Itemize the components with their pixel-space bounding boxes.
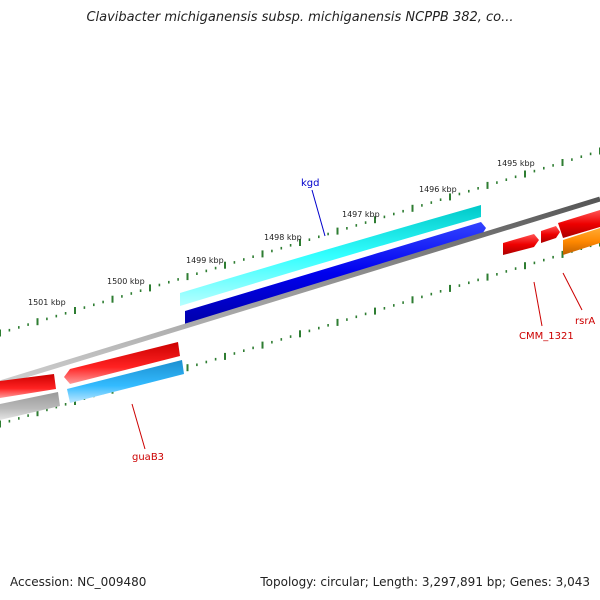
feature-guab3[interactable] xyxy=(67,360,184,403)
cmm-1321-leader-line xyxy=(533,281,543,327)
feature-kgd-cds[interactable] xyxy=(180,205,481,306)
scale-label-1500: 1500 kbp xyxy=(107,277,145,286)
genome-backbone xyxy=(0,196,600,386)
feature-red-left-2[interactable] xyxy=(64,342,180,384)
feature-kgd-gene[interactable] xyxy=(185,222,486,324)
forward-features xyxy=(180,205,600,324)
reverse-features xyxy=(0,342,184,420)
feature-rsra[interactable] xyxy=(541,226,560,243)
accession-text: Accession: NC_009480 xyxy=(10,575,147,589)
kgd-leader-line xyxy=(311,189,326,237)
feature-red-left-1[interactable] xyxy=(0,374,56,398)
gene-label-cmm-1321[interactable]: CMM_1321 xyxy=(519,331,574,342)
map-title: Clavibacter michiganensis subsp. michiga… xyxy=(86,10,514,25)
scale-labels: 1495 kbp 1496 kbp 1497 kbp 1498 kbp 1499… xyxy=(28,159,535,307)
feature-red-right[interactable] xyxy=(558,210,600,238)
topology-summary-text: Topology: circular; Length: 3,297,891 bp… xyxy=(260,575,590,589)
rsra-leader-line xyxy=(562,272,583,311)
scale-label-1495: 1495 kbp xyxy=(497,159,535,168)
scale-label-1498: 1498 kbp xyxy=(264,233,302,242)
scale-label-1499: 1499 kbp xyxy=(186,256,224,265)
guab3-leader-line xyxy=(131,403,146,450)
gene-labels: kgd CMM_1321 rsrA guaB3 xyxy=(132,178,595,463)
feature-orange-right[interactable] xyxy=(563,228,600,255)
label-leaders xyxy=(131,189,583,450)
feature-cmm-1321[interactable] xyxy=(503,234,539,255)
gene-label-kgd[interactable]: kgd xyxy=(301,178,320,189)
scale-label-1501: 1501 kbp xyxy=(28,298,66,307)
gene-label-rsra[interactable]: rsrA xyxy=(575,316,595,327)
scale-label-1496: 1496 kbp xyxy=(419,185,457,194)
outer-scale-ticks xyxy=(0,147,600,337)
feature-gray-left[interactable] xyxy=(0,392,60,420)
scale-label-1497: 1497 kbp xyxy=(342,210,380,219)
gene-label-guab3[interactable]: guaB3 xyxy=(132,452,164,463)
